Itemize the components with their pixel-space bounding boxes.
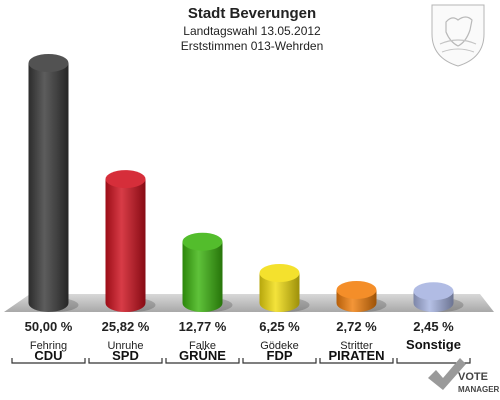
bar-top [182, 232, 223, 251]
logo-line1: VOTE [458, 371, 488, 383]
category-bracket [396, 358, 471, 364]
bar-fdp [259, 264, 310, 312]
candidate-label-piraten: Stritter [340, 340, 373, 352]
bar-spd [105, 170, 156, 312]
bar-top [413, 282, 454, 301]
category-bracket [11, 358, 86, 364]
coat-of-arms-icon [431, 4, 485, 67]
party-label-cdu: CDU [34, 348, 62, 363]
category-bracket [88, 358, 163, 364]
bar-top [105, 170, 146, 189]
vote-manager-logo: VOTE MANAGER [428, 358, 500, 394]
chart-subtitle: Landtagswahl 13.05.2012 [183, 24, 321, 38]
bar-piraten [336, 280, 387, 312]
candidate-label-spd: Unruhe [107, 340, 143, 352]
value-label-sonstige: 2,45 % [413, 319, 454, 334]
value-label-spd: 25,82 % [102, 319, 150, 334]
candidate-label-grne: Falke [189, 340, 216, 352]
value-label-piraten: 2,72 % [336, 319, 377, 334]
checkmark-icon [428, 358, 466, 390]
party-label-fdp: FDP [267, 348, 293, 363]
bar-body [259, 273, 300, 312]
bar-top [259, 264, 300, 282]
bar-top [336, 280, 377, 299]
party-label-spd: SPD [112, 348, 139, 363]
party-label-piraten: PIRATEN [328, 348, 384, 363]
bars-group [28, 54, 464, 312]
category-bracket [319, 358, 394, 364]
value-label-cdu: 50,00 % [25, 319, 73, 334]
bar-cdu [28, 54, 79, 312]
category-bracket [242, 358, 317, 364]
value-label-fdp: 6,25 % [259, 319, 300, 334]
bar-body [28, 63, 69, 312]
chart-subtitle-district: Erststimmen 013-Wehrden [181, 39, 324, 53]
chart-title: Stadt Beverungen [188, 5, 316, 22]
bar-sonstige [413, 282, 464, 312]
party-label-sonstige: Sonstige [406, 337, 461, 352]
bar-top [28, 54, 69, 72]
candidate-label-fdp: Gödeke [260, 340, 299, 352]
bar-body [182, 241, 223, 312]
party-label-grne: GRÜNE [179, 348, 226, 363]
logo-line2: MANAGER [458, 385, 500, 394]
value-label-grne: 12,77 % [179, 319, 227, 334]
category-bracket [165, 358, 240, 364]
bar-grne [182, 232, 233, 312]
bar-body [105, 179, 146, 312]
candidate-label-cdu: Fehring [30, 340, 67, 352]
